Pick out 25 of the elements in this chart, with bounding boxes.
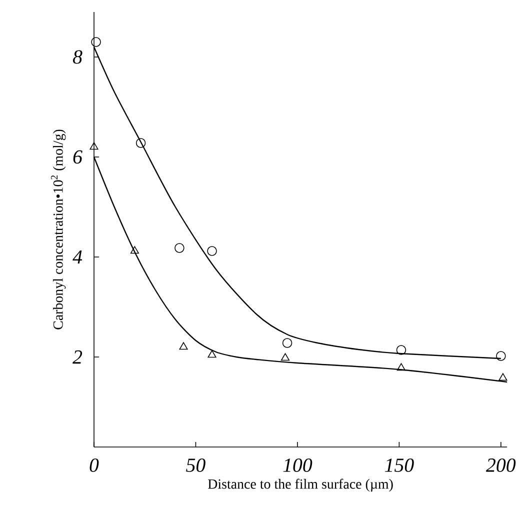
point <box>280 353 290 361</box>
point <box>496 351 506 361</box>
x-tick-label: 100 <box>283 458 312 472</box>
point <box>136 138 146 148</box>
point <box>174 243 184 253</box>
y-tick-label: 6 <box>73 150 82 164</box>
y-tick-label: 8 <box>72 50 82 64</box>
point <box>130 246 139 254</box>
x-tick-label: 0 <box>90 458 99 472</box>
x-tick-label: 200 <box>486 458 516 472</box>
point <box>396 345 406 355</box>
x-tick-label: 50 <box>186 458 206 472</box>
y-tick-label: 4 <box>72 250 82 264</box>
point <box>498 373 508 381</box>
point <box>207 246 217 256</box>
point <box>208 350 216 358</box>
y-tick-label: 2 <box>72 350 82 364</box>
x-axis-title: Distance to the film surface (µm) <box>208 478 393 492</box>
point <box>179 342 188 350</box>
point <box>396 363 406 371</box>
x-tick-label: 150 <box>384 458 414 472</box>
point <box>91 37 101 47</box>
y-axis-title: Carbonyl concentration•10$^{2}$ (mol/g) <box>51 130 66 330</box>
point <box>282 338 292 348</box>
point <box>90 142 98 150</box>
